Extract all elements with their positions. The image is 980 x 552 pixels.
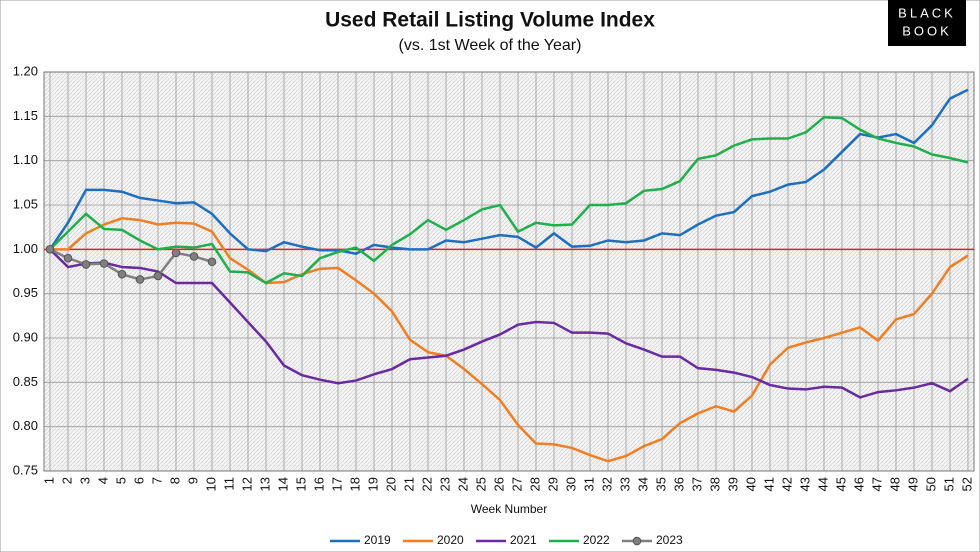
- x-tick-label: 31: [581, 477, 596, 491]
- x-tick-label: 13: [257, 477, 272, 491]
- series-line: [50, 217, 969, 463]
- series-marker: [135, 275, 145, 284]
- series-marker: [189, 252, 199, 261]
- x-tick-label: 17: [329, 477, 344, 491]
- legend-label: 2023: [656, 533, 683, 547]
- chart-title: Used Retail Listing Volume Index: [325, 9, 655, 32]
- x-tick-label: 36: [671, 477, 686, 491]
- legend-label: 2019: [364, 533, 391, 547]
- logo: [888, 0, 966, 46]
- y-tick-label: 1.20: [13, 63, 38, 78]
- x-tick-label: 16: [311, 477, 326, 491]
- x-tick-label: 46: [851, 477, 866, 491]
- x-tick-label: 26: [491, 477, 506, 491]
- series-marker: [63, 253, 73, 263]
- y-tick-label: 0.80: [13, 418, 38, 433]
- y-tick-label: 0.75: [13, 462, 38, 477]
- y-tick-label: 0.85: [13, 374, 38, 389]
- x-tick-label: 49: [905, 477, 920, 491]
- x-tick-label: 19: [365, 477, 380, 491]
- x-tick-label: 18: [347, 477, 362, 491]
- x-tick-label: 3: [77, 477, 92, 484]
- x-tick-label: 20: [383, 477, 398, 491]
- series-marker: [117, 269, 127, 279]
- x-tick-label: 11: [221, 477, 236, 491]
- x-tick-label: 7: [149, 477, 164, 484]
- chart-subtitle: (vs. 1st Week of the Year): [399, 37, 582, 54]
- x-tick-label: 6: [131, 477, 146, 484]
- series-marker: [207, 257, 217, 267]
- y-tick-label: 1.15: [13, 108, 38, 123]
- x-tick-label: 47: [869, 477, 884, 491]
- x-tick-label: 2: [59, 477, 74, 484]
- y-tick-label: 1.05: [13, 196, 38, 211]
- logo-text: BOOK: [902, 23, 952, 38]
- x-tick-label: 12: [239, 477, 254, 491]
- x-tick-label: 50: [923, 477, 938, 491]
- x-tick-label: 21: [401, 477, 416, 491]
- x-tick-label: 30: [563, 477, 578, 491]
- x-tick-label: 40: [743, 477, 758, 491]
- legend-marker: [632, 536, 642, 546]
- x-tick-label: 42: [779, 477, 794, 491]
- x-tick-label: 32: [599, 477, 614, 491]
- series-marker: [153, 271, 163, 281]
- logo-text: BLACK: [898, 5, 956, 20]
- series-line: [49, 248, 213, 281]
- plot-background: [44, 72, 974, 471]
- x-tick-label: 9: [185, 477, 200, 484]
- legend-label: 2021: [510, 533, 537, 547]
- series-marker: [171, 248, 181, 258]
- series-marker: [99, 259, 109, 268]
- legend-label: 2020: [437, 533, 464, 547]
- y-tick-label: 1.10: [13, 152, 38, 167]
- x-tick-label: 8: [167, 477, 182, 484]
- x-tick-label: 27: [509, 477, 524, 491]
- series-line: [49, 115, 969, 285]
- x-tick-label: 34: [635, 477, 650, 491]
- x-tick-label: 43: [797, 477, 812, 491]
- x-tick-label: 38: [707, 477, 722, 491]
- x-tick-label: 14: [275, 477, 290, 491]
- x-tick-label: 15: [293, 477, 308, 491]
- y-tick-label: 0.95: [13, 285, 38, 300]
- plot-border: [43, 71, 975, 472]
- x-tick-label: 23: [437, 477, 452, 491]
- x-tick-label: 39: [725, 477, 740, 491]
- x-axis-label: Week Number: [471, 502, 547, 516]
- x-tick-label: 4: [95, 477, 110, 484]
- x-tick-label: 28: [527, 477, 542, 491]
- x-tick-label: 51: [941, 477, 956, 491]
- x-tick-label: 22: [419, 477, 434, 491]
- x-tick-label: 45: [833, 477, 848, 491]
- x-tick-label: 33: [617, 477, 632, 491]
- x-tick-label: 44: [815, 477, 830, 491]
- y-tick-label: 1.00: [13, 241, 38, 256]
- legend-label: 2022: [583, 533, 610, 547]
- x-tick-label: 10: [203, 477, 218, 491]
- x-tick-label: 29: [545, 477, 560, 491]
- x-tick-label: 48: [887, 477, 902, 491]
- series-line: [49, 248, 969, 399]
- x-tick-label: 24: [455, 477, 470, 491]
- series-marker: [45, 245, 55, 254]
- x-tick-label: 35: [653, 477, 668, 491]
- x-tick-label: 5: [113, 477, 128, 484]
- x-tick-label: 37: [689, 477, 704, 491]
- x-tick-label: 1: [41, 477, 56, 484]
- x-tick-label: 41: [761, 477, 776, 491]
- y-tick-label: 0.90: [13, 329, 38, 344]
- x-tick-label: 25: [473, 477, 488, 491]
- series-marker: [81, 260, 91, 269]
- series-line: [48, 88, 969, 256]
- x-tick-label: 52: [959, 477, 974, 491]
